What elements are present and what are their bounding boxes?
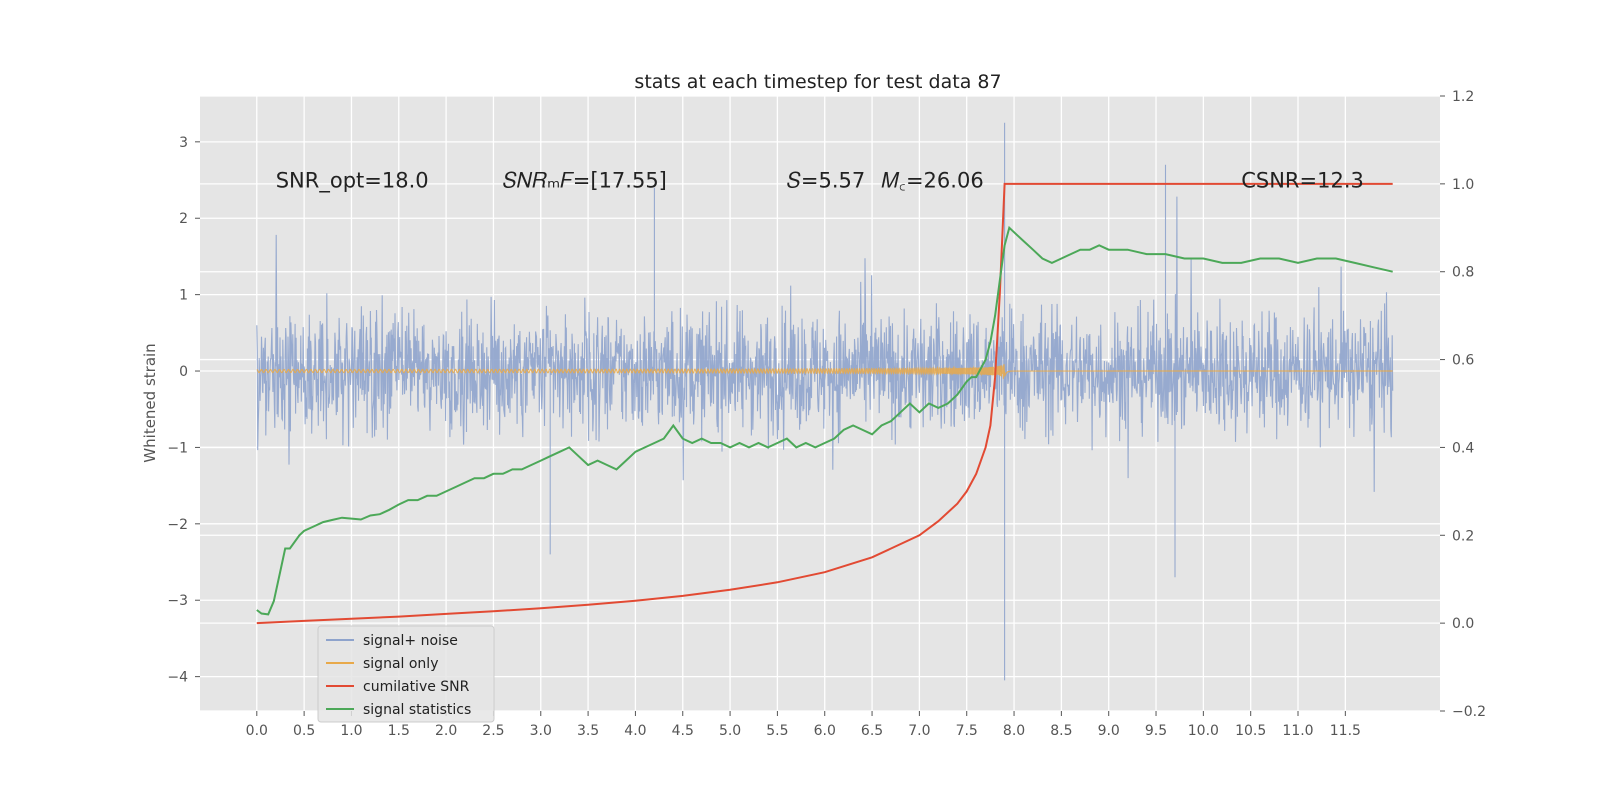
y-left-tick-label: −2 — [167, 517, 188, 533]
y-right-tick-label: −0.2 — [1452, 704, 1486, 720]
annotation-text: 𝑀꜀=26.06 — [882, 169, 984, 193]
legend-label: signal+ noise — [363, 633, 458, 649]
x-tick-label: 6.0 — [814, 723, 836, 739]
x-tick-label: 5.0 — [719, 723, 741, 739]
x-tick-label: 2.5 — [482, 723, 504, 739]
plot-background — [200, 96, 1440, 711]
y-right-tick-label: 1.0 — [1452, 177, 1474, 193]
y-right-tick-label: 0.8 — [1452, 265, 1474, 281]
chart-title: stats at each timestep for test data 87 — [634, 71, 1001, 93]
legend-box — [317, 625, 495, 723]
x-tick-label: 1.5 — [388, 723, 410, 739]
x-tick-label: 2.0 — [435, 723, 457, 739]
x-tick-label: 3.5 — [577, 723, 599, 739]
y-right-tick-label: 0.0 — [1452, 616, 1474, 632]
y-axis-label: Whitened strain — [141, 343, 159, 462]
x-tick-label: 10.5 — [1235, 723, 1266, 739]
legend-label: signal only — [363, 656, 438, 672]
y-right-tick-label: 1.2 — [1452, 89, 1474, 105]
x-tick-label: 9.5 — [1145, 723, 1167, 739]
legend-label: cumilative SNR — [363, 679, 470, 695]
x-tick-label: 8.5 — [1050, 723, 1072, 739]
y-left-tick-label: −3 — [167, 593, 188, 609]
x-tick-label: 0.5 — [293, 723, 315, 739]
x-tick-label: 4.5 — [672, 723, 694, 739]
annotation-text: SNR_opt=18.0 — [276, 169, 429, 194]
annotation-text: 𝑆=5.57 — [787, 169, 865, 193]
y-left-tick-label: 2 — [179, 211, 188, 227]
series-layer — [256, 122, 1394, 681]
series-signal-statistics-line — [256, 225, 1393, 616]
y-right-tick-label: 0.2 — [1452, 528, 1474, 544]
series-signal-only-line — [256, 364, 1393, 379]
series-cumulative-snr-line — [256, 182, 1393, 625]
x-tick-label: 8.0 — [1003, 723, 1025, 739]
x-tick-label: 0.0 — [246, 723, 268, 739]
x-tick-label: 4.0 — [624, 723, 646, 739]
x-tick-label: 7.5 — [956, 723, 978, 739]
x-tick-label: 11.5 — [1330, 723, 1361, 739]
x-tick-label: 5.5 — [766, 723, 788, 739]
y-left-tick-label: −4 — [167, 670, 188, 686]
annotation-text: 𝑆𝑁𝑅ₘ𝐹=[17.55] — [503, 169, 667, 193]
x-tick-label: 11.0 — [1282, 723, 1313, 739]
y-right-tick-label: 0.6 — [1452, 353, 1474, 369]
annotations: SNR_opt=18.0 𝑆𝑁𝑅ₘ𝐹=[17.55] 𝑆=5.57 𝑀꜀=26.06 C… — [276, 169, 1364, 194]
legend-label: signal statistics — [363, 702, 471, 718]
annotation-text: CSNR=12.3 — [1241, 169, 1364, 193]
x-tick-label: 7.0 — [908, 723, 930, 739]
y-left-tick-label: 0 — [179, 364, 188, 380]
axes: 0.0 0.5 1.0 1.5 2.0 2.5 3.0 3.5 4.0 4.5 5.0 5.5 6.0 6… — [167, 89, 1486, 739]
y-left-tick-label: 3 — [179, 135, 188, 151]
x-tick-label: 3.0 — [530, 723, 552, 739]
x-tick-label: 10.0 — [1188, 723, 1219, 739]
y-left-tick-label: −1 — [167, 440, 188, 456]
x-tick-label: 9.0 — [1098, 723, 1120, 739]
y-left-tick-label: 1 — [179, 288, 188, 304]
y-right-tick-label: 0.4 — [1452, 440, 1474, 456]
x-tick-label: 1.0 — [340, 723, 362, 739]
x-tick-label: 6.5 — [861, 723, 883, 739]
legend: signal+ noise signal only cumilative SNR si… — [317, 625, 495, 723]
